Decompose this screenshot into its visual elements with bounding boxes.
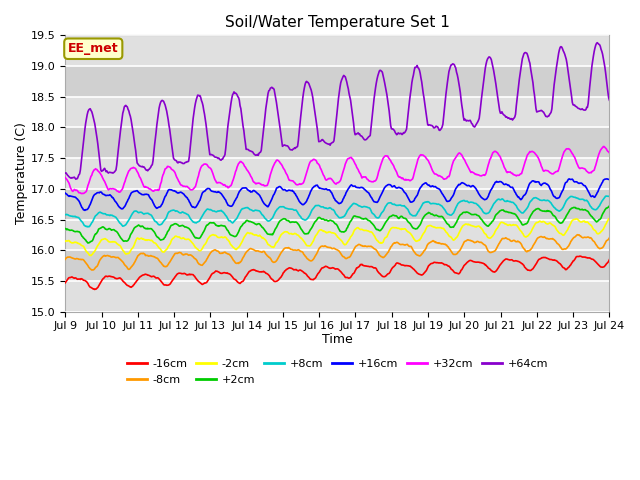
Bar (65, 281, 609, 312)
Bar (65, 250, 609, 281)
Bar (65, 97, 609, 128)
Bar (65, 158, 609, 189)
Bar (65, 128, 609, 158)
Title: Soil/Water Temperature Set 1: Soil/Water Temperature Set 1 (225, 15, 450, 30)
Bar (65, 219, 609, 250)
Bar (65, 66, 609, 97)
X-axis label: Time: Time (322, 333, 353, 346)
Text: EE_met: EE_met (68, 42, 118, 55)
Legend: -16cm, -8cm, -2cm, +2cm, +8cm, +16cm, +32cm, +64cm: -16cm, -8cm, -2cm, +2cm, +8cm, +16cm, +3… (122, 355, 552, 389)
Y-axis label: Temperature (C): Temperature (C) (15, 122, 28, 225)
Bar (65, 36, 609, 66)
Bar (65, 189, 609, 219)
